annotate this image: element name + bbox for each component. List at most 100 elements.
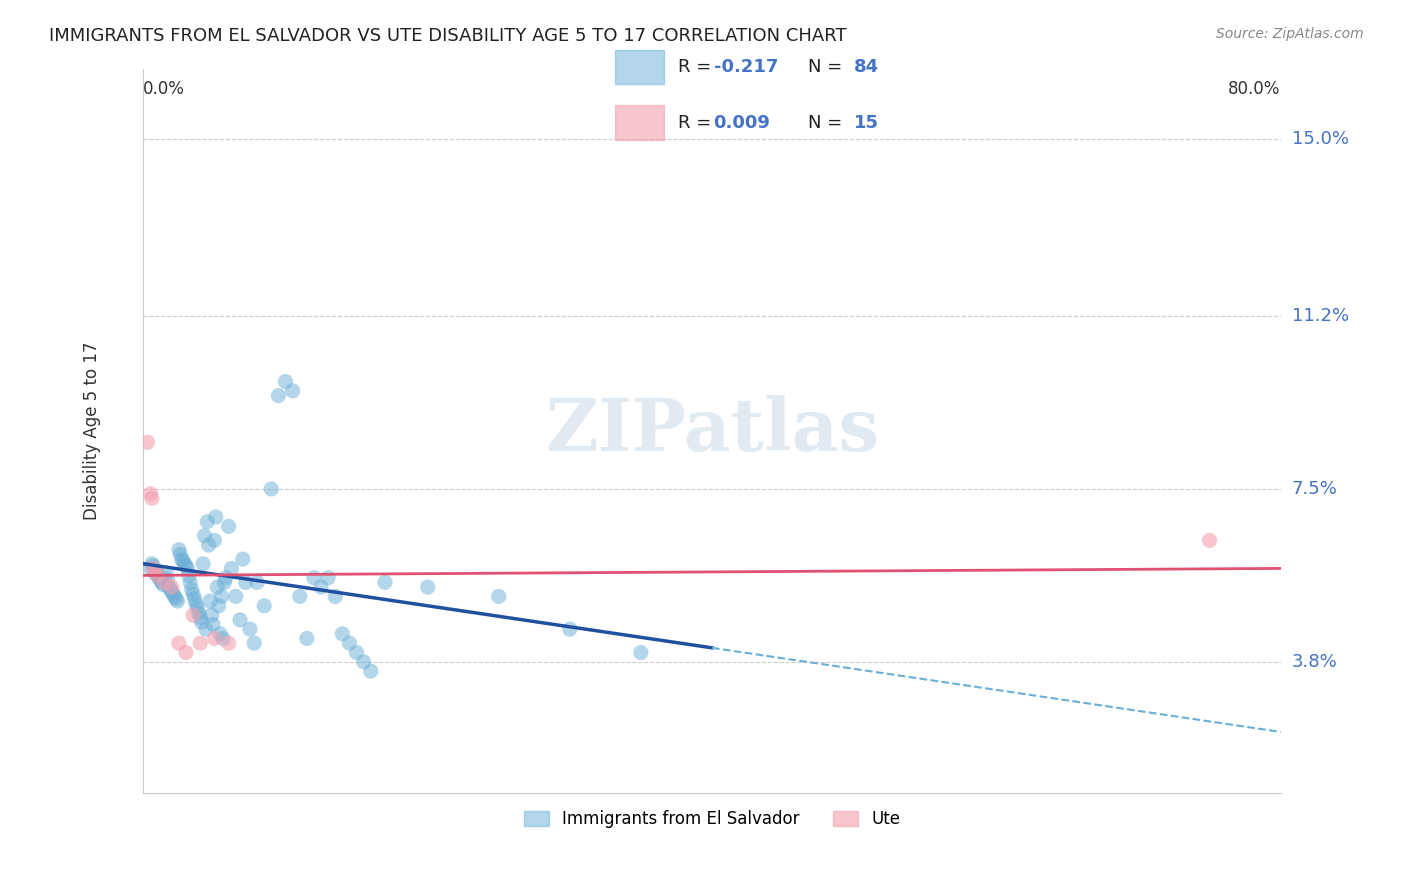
Point xyxy=(243,636,266,650)
Point xyxy=(330,627,353,641)
Text: 0.009: 0.009 xyxy=(713,113,770,132)
Point xyxy=(309,580,332,594)
Point xyxy=(260,482,283,496)
Point xyxy=(172,554,194,568)
Point xyxy=(166,594,188,608)
Point xyxy=(139,561,162,575)
Point xyxy=(186,601,208,615)
Point xyxy=(346,646,368,660)
Text: 0.0%: 0.0% xyxy=(143,79,186,97)
Point xyxy=(181,608,204,623)
Text: 15.0%: 15.0% xyxy=(1292,129,1348,147)
Legend: Immigrants from El Salvador, Ute: Immigrants from El Salvador, Ute xyxy=(517,804,907,835)
Text: R =: R = xyxy=(678,113,717,132)
Point xyxy=(353,655,375,669)
Point xyxy=(141,491,163,506)
Point xyxy=(152,578,174,592)
Point xyxy=(167,542,190,557)
Point xyxy=(146,568,169,582)
Point xyxy=(143,564,166,578)
Point xyxy=(184,597,207,611)
Point xyxy=(148,571,170,585)
Point xyxy=(281,384,304,398)
Point xyxy=(157,580,180,594)
Point xyxy=(170,552,193,566)
Point xyxy=(165,591,187,606)
Point xyxy=(207,580,229,594)
Point xyxy=(214,575,236,590)
Point xyxy=(218,519,240,533)
Point xyxy=(143,566,166,580)
Point xyxy=(159,582,181,597)
Point xyxy=(191,557,214,571)
Point xyxy=(197,538,219,552)
Text: IMMIGRANTS FROM EL SALVADOR VS UTE DISABILITY AGE 5 TO 17 CORRELATION CHART: IMMIGRANTS FROM EL SALVADOR VS UTE DISAB… xyxy=(49,27,846,45)
Point xyxy=(173,557,195,571)
Text: Source: ZipAtlas.com: Source: ZipAtlas.com xyxy=(1216,27,1364,41)
Point xyxy=(212,632,235,646)
Point xyxy=(416,580,439,594)
Point xyxy=(211,590,233,604)
Point xyxy=(174,559,197,574)
Point xyxy=(360,664,382,678)
Point xyxy=(288,590,311,604)
Point xyxy=(183,591,205,606)
Text: 11.2%: 11.2% xyxy=(1292,307,1348,325)
Point xyxy=(215,571,238,585)
Point xyxy=(174,646,197,660)
Point xyxy=(221,561,243,575)
Point xyxy=(267,388,290,402)
Point xyxy=(163,590,186,604)
Point xyxy=(142,561,165,575)
Point xyxy=(167,636,190,650)
Text: 7.5%: 7.5% xyxy=(1292,480,1337,498)
Text: 3.8%: 3.8% xyxy=(1292,653,1337,671)
Point xyxy=(160,580,183,594)
Point xyxy=(146,568,169,582)
Point xyxy=(150,575,173,590)
Point xyxy=(246,575,269,590)
Point xyxy=(202,533,225,548)
Text: Disability Age 5 to 17: Disability Age 5 to 17 xyxy=(83,342,101,520)
Text: 84: 84 xyxy=(855,58,879,76)
Point xyxy=(180,582,202,597)
Point xyxy=(190,615,212,629)
Point xyxy=(630,646,652,660)
Point xyxy=(316,571,339,585)
Point xyxy=(374,575,396,590)
Text: N =: N = xyxy=(808,113,848,132)
Point xyxy=(194,622,217,636)
Point xyxy=(181,587,204,601)
Point xyxy=(209,627,232,641)
Point xyxy=(198,594,221,608)
Point xyxy=(177,568,200,582)
Text: N =: N = xyxy=(808,58,848,76)
Point xyxy=(239,622,262,636)
Point xyxy=(195,515,218,529)
Bar xyxy=(616,105,665,140)
Point xyxy=(235,575,257,590)
Point xyxy=(187,606,209,620)
Point xyxy=(205,510,228,524)
Point xyxy=(179,575,201,590)
Point xyxy=(155,566,177,580)
Point xyxy=(141,557,163,571)
Point xyxy=(232,552,254,566)
Point xyxy=(169,548,191,562)
Point xyxy=(202,632,225,646)
Bar xyxy=(616,50,665,85)
Point xyxy=(188,610,211,624)
Point xyxy=(253,599,276,613)
Point xyxy=(145,564,167,578)
Point xyxy=(162,587,184,601)
Text: 15: 15 xyxy=(855,113,879,132)
Point xyxy=(193,529,215,543)
Point xyxy=(208,599,231,613)
Point xyxy=(160,584,183,599)
Point xyxy=(229,613,252,627)
Point xyxy=(558,622,581,636)
Point xyxy=(200,608,222,623)
Point xyxy=(142,559,165,574)
Point xyxy=(139,486,162,500)
Point xyxy=(225,590,247,604)
